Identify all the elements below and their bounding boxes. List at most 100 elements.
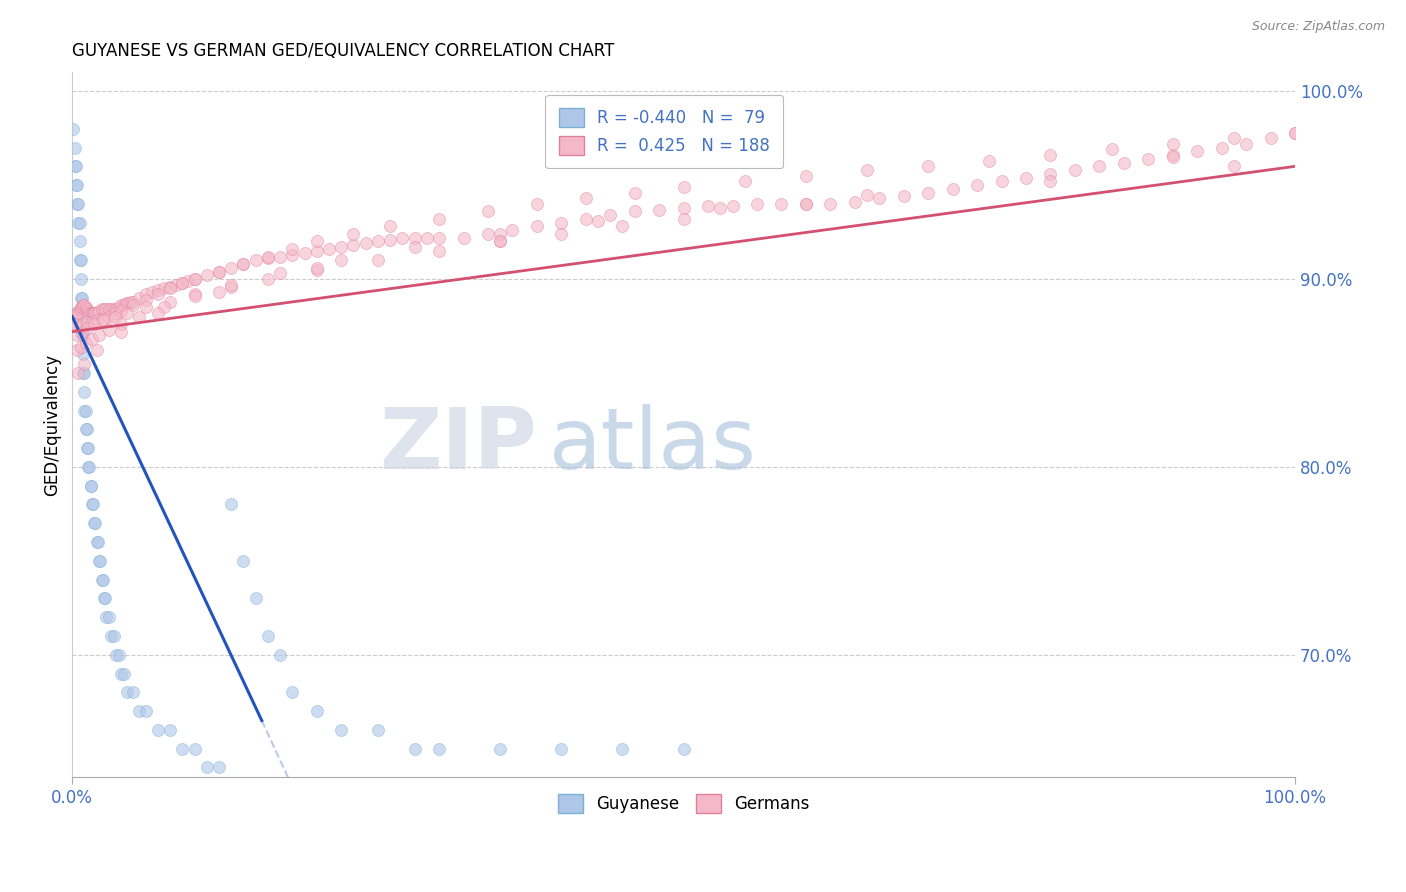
Point (97, 323, 120, 337)
Point (94, 591, 117, 606)
Point (135, 287, 157, 301)
Point (745, 197, 768, 211)
Point (72, 366, 94, 380)
Point (75, 403, 97, 417)
Point (1101, 143, 1123, 157)
Point (159, 279, 181, 293)
Point (165, 277, 187, 292)
Point (65, 178, 87, 193)
Point (93, 591, 115, 606)
Point (219, 498, 242, 512)
Point (183, 272, 205, 286)
Point (1211, 140, 1233, 154)
Text: atlas: atlas (550, 404, 756, 487)
Point (79, 479, 101, 493)
Point (1088, 159, 1111, 173)
Point (672, 201, 695, 215)
Point (526, 219, 548, 234)
Point (697, 199, 720, 213)
Point (76, 422, 98, 436)
Point (141, 285, 163, 300)
Point (63, 159, 86, 173)
Point (770, 197, 793, 211)
Point (69, 302, 91, 317)
Point (96, 610, 118, 624)
Point (1137, 152, 1160, 166)
Point (103, 302, 125, 317)
Point (330, 253, 353, 268)
Point (1284, 126, 1306, 140)
Point (86, 313, 108, 327)
Point (599, 208, 621, 222)
Point (67, 306, 90, 320)
Point (183, 289, 205, 303)
Point (404, 231, 426, 245)
Point (477, 204, 499, 219)
Point (550, 227, 572, 241)
Point (612, 219, 634, 234)
Point (195, 268, 218, 283)
Point (105, 302, 128, 317)
Point (378, 233, 401, 247)
Point (69, 318, 91, 333)
Point (219, 260, 242, 275)
Point (856, 163, 879, 178)
Point (404, 741, 426, 756)
Point (550, 741, 572, 756)
Point (172, 276, 194, 290)
Point (91, 573, 114, 587)
Point (257, 250, 280, 264)
Point (257, 629, 280, 643)
Point (404, 240, 426, 254)
Point (367, 253, 389, 268)
Point (112, 298, 135, 312)
Point (489, 741, 512, 756)
Point (208, 285, 231, 300)
Point (177, 274, 200, 288)
Point (966, 178, 988, 193)
Point (477, 227, 499, 241)
Y-axis label: GED/Equivalency: GED/Equivalency (44, 353, 60, 496)
Point (195, 760, 218, 774)
Point (79, 479, 101, 493)
Point (110, 317, 132, 331)
Point (104, 306, 127, 320)
Point (1161, 148, 1184, 162)
Point (294, 245, 316, 260)
Point (159, 281, 181, 295)
Point (110, 304, 132, 318)
Point (67, 197, 90, 211)
Point (79, 306, 101, 320)
Point (70, 310, 93, 324)
Point (79, 306, 101, 320)
Point (100, 629, 122, 643)
Point (1223, 131, 1246, 145)
Point (69, 253, 91, 268)
Point (84, 516, 107, 531)
Point (72, 317, 94, 331)
Point (172, 741, 194, 756)
Point (489, 235, 512, 249)
Point (378, 219, 401, 234)
Point (62, 121, 84, 136)
Point (117, 296, 139, 310)
Point (1234, 136, 1257, 151)
Point (856, 187, 879, 202)
Point (70, 300, 93, 314)
Point (427, 231, 450, 245)
Point (128, 291, 150, 305)
Point (183, 287, 205, 301)
Point (135, 300, 157, 314)
Point (89, 304, 111, 318)
Point (69, 253, 91, 268)
Point (1260, 131, 1282, 145)
Point (232, 257, 254, 271)
Point (66, 306, 89, 320)
Point (91, 313, 114, 327)
Point (86, 343, 108, 358)
Point (820, 197, 842, 211)
Point (281, 685, 304, 699)
Point (1112, 155, 1135, 169)
Point (128, 310, 150, 324)
Point (917, 186, 939, 200)
